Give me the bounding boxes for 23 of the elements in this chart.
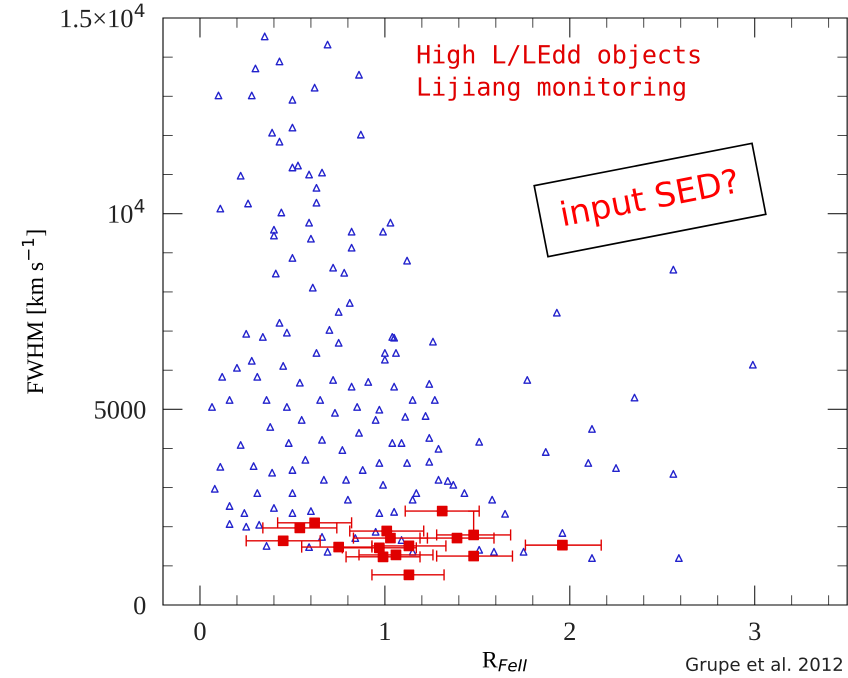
x-tick-label: 0 bbox=[194, 622, 206, 640]
point bbox=[278, 535, 289, 546]
y-tick-label: 10$^{4}$ bbox=[109, 199, 144, 223]
point bbox=[557, 540, 568, 550]
point bbox=[404, 570, 414, 580]
annotation: input SED? bbox=[560, 167, 740, 233]
point bbox=[468, 550, 479, 562]
y-tick-label: 1.5×10$^{4}$ bbox=[62, 4, 144, 28]
point bbox=[309, 517, 320, 528]
point bbox=[452, 532, 462, 544]
text: High L/LEdd objects Lijiang monitoring bbox=[418, 44, 700, 101]
x-tick-label: 3 bbox=[749, 622, 760, 640]
point bbox=[385, 532, 396, 544]
y-axis-title: FWHM [km s$^{−1}$] bbox=[22, 230, 46, 394]
point bbox=[436, 506, 448, 516]
y-tick-label: 5000 bbox=[95, 400, 146, 419]
x-tick-label: 1 bbox=[380, 622, 390, 640]
x-axis-title: R$_{FeII}$ bbox=[482, 652, 527, 672]
point bbox=[468, 530, 479, 540]
x-tick-label: 2 bbox=[564, 622, 575, 640]
y-tick-label: 0 bbox=[134, 596, 146, 614]
point bbox=[294, 522, 306, 534]
text: Grupe et al. 2012 bbox=[686, 657, 842, 675]
